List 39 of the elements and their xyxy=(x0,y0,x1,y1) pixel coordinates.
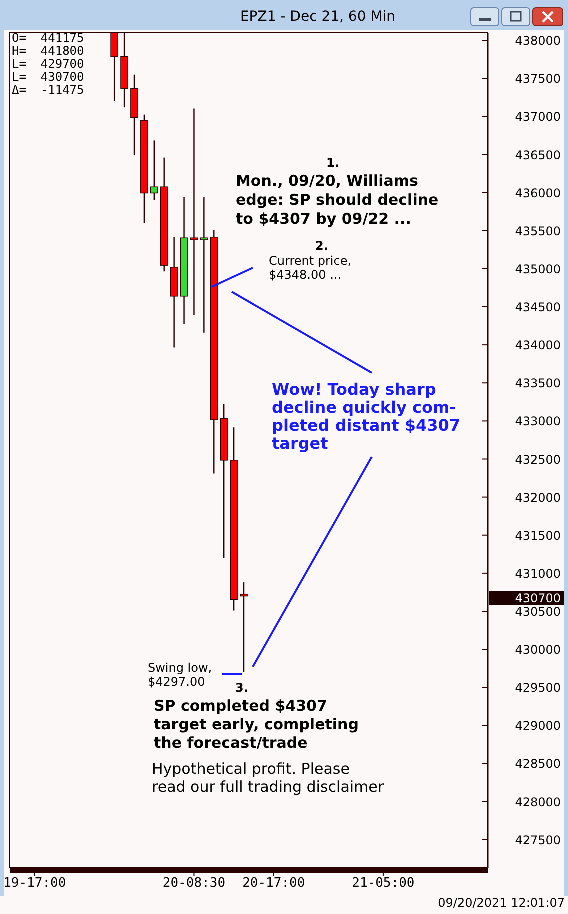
y-tick-label: 437000 xyxy=(515,110,561,124)
y-tick-label: 429000 xyxy=(515,719,561,734)
annotation: 1. Mon., 09/20, Williams edge: SP should decline to $4307 by 09/22 ... xyxy=(236,156,439,228)
y-tick-label: 431500 xyxy=(515,528,561,543)
candlestick xyxy=(200,196,208,334)
y-tick-label: 432500 xyxy=(515,452,561,467)
y-tick-label: 438000 xyxy=(515,34,561,48)
text: 430700 xyxy=(515,592,561,606)
candlestick xyxy=(240,582,248,673)
y-tick-label: 434500 xyxy=(515,300,561,315)
y-tick-label: 428500 xyxy=(515,757,561,772)
candlestick xyxy=(190,108,198,316)
annotation: Wow! Today sharp decline quickly com- pleted distant $4307 target xyxy=(272,380,460,453)
annotation: Hypothetical profit. Please read our full trading disclaimer xyxy=(152,760,385,796)
y-tick-label: 436500 xyxy=(515,148,561,162)
x-tick-label: 21-05:00 xyxy=(352,876,415,891)
annotation: Swing low, $4297.00 xyxy=(148,661,212,689)
annotation: 2. Current price, $4348.00 ... xyxy=(269,239,352,282)
y-tick-label: 436000 xyxy=(515,186,561,200)
annotation: O= 441175 H= 441800 L= 429700 L= 430700 Δ= -11475 xyxy=(12,31,84,97)
y-tick-label: 429500 xyxy=(515,681,561,696)
text: 09/20/2021 12:01:07 xyxy=(438,896,565,910)
chart-title: EPZ1 - Dec 21, 60 Min xyxy=(240,9,396,25)
x-tick-label: 20-08:30 xyxy=(162,876,226,891)
y-tick-label: 434000 xyxy=(515,338,561,353)
y-tick-label: 428000 xyxy=(515,795,561,810)
y-tick-label: 433500 xyxy=(515,376,561,391)
x-tick-label: 20-17:00 xyxy=(242,876,306,891)
y-tick-label: 432000 xyxy=(515,490,561,505)
y-tick-label: 427500 xyxy=(515,833,561,848)
y-tick-label: 430500 xyxy=(515,604,561,619)
y-tick-label: 435000 xyxy=(515,262,561,276)
y-tick-label: 430000 xyxy=(515,643,561,658)
y-tick-label: 431000 xyxy=(515,566,561,581)
y-tick-label: 435500 xyxy=(515,224,561,238)
x-tick-label: 19-17:00 xyxy=(4,876,66,891)
y-tick-label: 433000 xyxy=(515,414,561,429)
y-tick-label: 437500 xyxy=(515,72,561,86)
candlestick xyxy=(150,140,158,202)
